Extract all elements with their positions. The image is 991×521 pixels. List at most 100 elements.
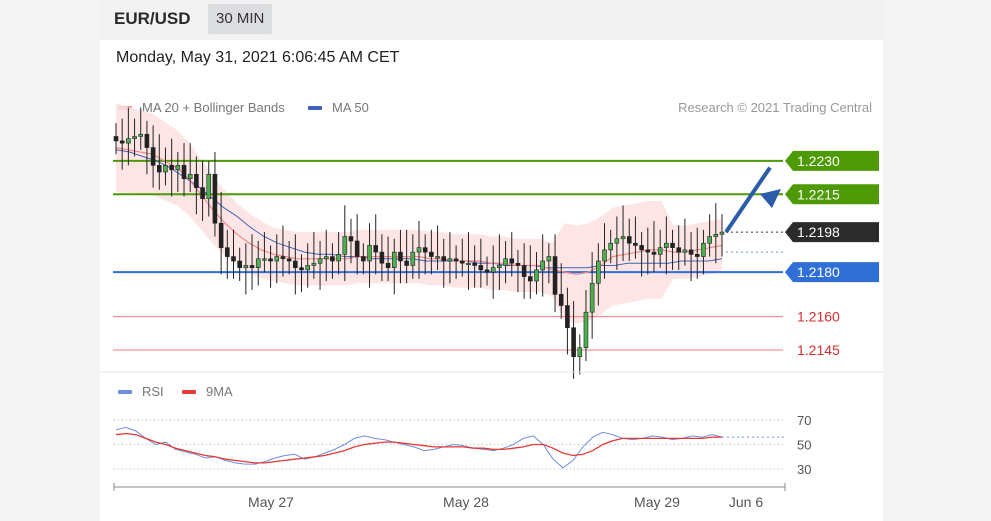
legend-rsi-ma-label: 9MA — [206, 384, 233, 399]
candle-body — [546, 256, 552, 262]
candle-body — [404, 260, 409, 266]
projection-arrowhead-icon — [760, 189, 781, 208]
candle-body — [231, 256, 236, 262]
support-label: 1.2180 — [797, 264, 840, 280]
x-tick-label: May 29 — [634, 494, 680, 510]
candle-body — [503, 258, 508, 266]
candle-body — [651, 251, 657, 255]
candle-body — [694, 254, 700, 257]
candle-body — [701, 242, 706, 257]
support-label-box — [785, 262, 879, 283]
candle-body — [707, 236, 712, 244]
candle-body — [676, 247, 682, 253]
legend-rsi: RSI — [118, 384, 164, 399]
candle-body — [391, 251, 397, 268]
candle-body — [293, 260, 298, 268]
candle-body — [243, 265, 249, 268]
left-margin — [0, 0, 100, 521]
candle-body — [206, 173, 212, 200]
current-price-label: 1.2198 — [797, 224, 840, 240]
candle-body — [602, 249, 607, 262]
candle-body — [354, 240, 360, 257]
candle-body — [410, 251, 416, 266]
candle-body — [565, 305, 570, 329]
candle-body — [583, 311, 589, 349]
candle-body — [348, 236, 354, 242]
candle-body — [126, 138, 131, 144]
candle-body — [169, 165, 174, 171]
candle-body — [608, 242, 613, 251]
chart-panel: EUR/USD 30 MIN Monday, May 31, 2021 6:06… — [100, 0, 883, 521]
legend-ma20-label: MA 20 + Bollinger Bands — [142, 100, 285, 115]
candle-body — [249, 265, 255, 268]
candle-body — [367, 245, 372, 262]
candle-body — [497, 265, 502, 268]
candle-body — [552, 256, 558, 295]
candle-body — [262, 258, 267, 261]
rsi-swatch — [118, 389, 132, 394]
x-tick-label: May 27 — [248, 494, 294, 510]
candle-body — [212, 173, 218, 224]
candle-body — [540, 260, 545, 271]
candle-body — [509, 258, 515, 264]
candle-body — [657, 247, 663, 255]
candle-body — [577, 347, 583, 357]
candle-body — [175, 165, 181, 171]
candle-body — [398, 251, 403, 262]
candle-body — [435, 256, 440, 259]
timestamp: Monday, May 31, 2021 6:06:45 AM CET — [116, 49, 400, 66]
resistance-label-box — [785, 150, 879, 171]
x-tick-label: May 28 — [443, 494, 489, 510]
candle-body — [626, 236, 632, 244]
candle-body — [713, 234, 719, 237]
candle-body — [194, 173, 199, 188]
candle-body — [144, 133, 150, 148]
candle-body — [163, 165, 168, 173]
timeframe-button[interactable]: 30 MIN — [208, 4, 273, 34]
candle-body — [373, 245, 379, 253]
candle-body — [156, 165, 162, 173]
candle-body — [589, 282, 595, 313]
candle-body — [323, 256, 329, 260]
candle-body — [521, 265, 527, 277]
bollinger-band — [116, 103, 722, 324]
candle-body — [639, 245, 644, 251]
candle-body — [478, 265, 484, 271]
candle-body — [280, 256, 286, 260]
candle-body — [237, 260, 242, 268]
candle-body — [528, 276, 533, 282]
rsi-ma-swatch — [182, 389, 196, 394]
projection-arrow — [724, 166, 772, 234]
candle-body — [311, 262, 317, 266]
support-minor-label: 1.2145 — [797, 342, 840, 358]
rsi-ma-line — [115, 432, 722, 464]
rsi-tick-label: 50 — [797, 438, 811, 453]
candle-body — [614, 238, 620, 244]
credit-text: Research © 2021 Trading Central — [678, 100, 872, 115]
candle-body — [187, 173, 193, 180]
candle-body — [459, 260, 465, 264]
candle-body — [336, 254, 341, 262]
legend-rsi-label: RSI — [142, 384, 164, 399]
candle-body — [682, 249, 688, 253]
rsi-tick-label: 70 — [797, 413, 811, 428]
candle-body — [342, 236, 348, 255]
legend-rsi-ma: 9MA — [182, 384, 233, 399]
candle-body — [620, 236, 626, 240]
candle-body — [119, 140, 125, 144]
candle-body — [113, 136, 119, 142]
resistance-label: 1.2215 — [797, 186, 840, 202]
right-margin — [883, 0, 991, 521]
candle-body — [385, 262, 391, 268]
candle-body — [132, 136, 137, 139]
candle-body — [596, 260, 601, 284]
resistance-label-box — [785, 184, 879, 205]
candle-body — [218, 222, 224, 248]
candle-body — [645, 249, 651, 253]
candle-body — [200, 187, 205, 200]
candle-body — [490, 267, 496, 273]
candle-body — [317, 258, 323, 264]
resistance-label: 1.2230 — [797, 153, 840, 169]
candle-body — [466, 262, 471, 266]
support-minor-label: 1.2160 — [797, 309, 840, 325]
